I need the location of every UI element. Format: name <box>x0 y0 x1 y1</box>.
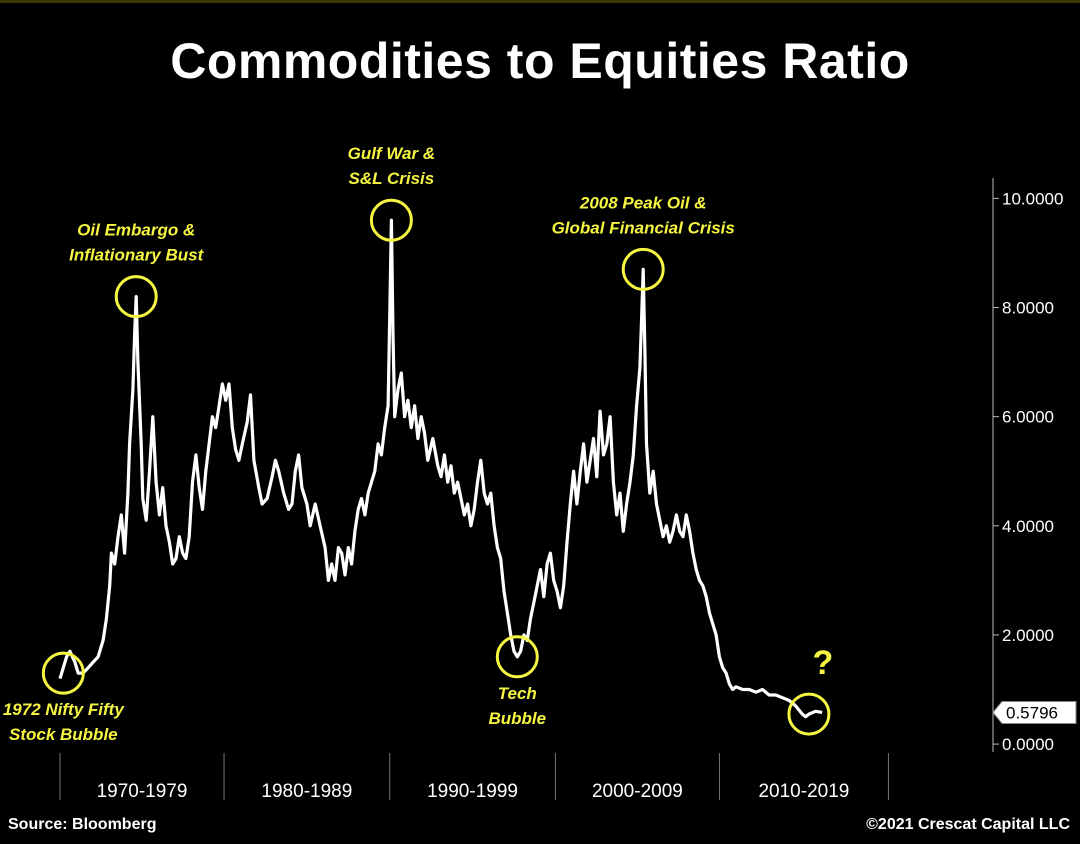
annotation-label: 2008 Peak Oil & <box>579 193 707 212</box>
annotation-label: 1972 Nifty Fifty <box>3 700 125 719</box>
annotation-label: Tech <box>498 684 537 703</box>
y-tick-label: 4.0000 <box>1002 517 1054 536</box>
annotation-label: Gulf War & <box>348 144 436 163</box>
annotation-circle <box>621 247 665 291</box>
last-value-box <box>992 700 1077 724</box>
x-category-label: 2010-2019 <box>758 781 849 802</box>
ratio-series-line <box>58 218 823 719</box>
y-tick-label: 8.0000 <box>1002 299 1054 318</box>
annotation-label: Stock Bubble <box>9 725 118 744</box>
annotation-circle <box>369 198 413 242</box>
y-tick-label: 0.0000 <box>1002 735 1054 754</box>
annotation-label: Bubble <box>488 709 546 728</box>
chart-title: Commodities to Equities Ratio <box>170 33 910 89</box>
y-tick-label: 2.0000 <box>1002 626 1054 645</box>
annotation-label: Global Financial Crisis <box>552 218 735 237</box>
x-category-label: 1990-1999 <box>427 781 518 802</box>
copyright-note: ©2021 Crescat Capital LLC <box>866 816 1070 833</box>
x-category-label: 2000-2009 <box>592 781 683 802</box>
x-category-label: 1980-1989 <box>261 781 352 802</box>
annotation-circle <box>41 651 85 695</box>
last-value-label: 0.5796 <box>1006 703 1058 722</box>
annotation-circle <box>495 635 539 679</box>
annotation-label: Oil Embargo & <box>77 221 195 240</box>
x-category-label: 1970-1979 <box>97 781 188 802</box>
top-border <box>0 0 1080 3</box>
y-tick-label: 6.0000 <box>1002 408 1054 427</box>
source-note: Source: Bloomberg <box>8 816 157 833</box>
annotation-circle <box>787 692 831 736</box>
annotation-label: S&L Crisis <box>349 169 435 188</box>
annotation-label: Inflationary Bust <box>69 246 204 265</box>
annotation-label: ? <box>813 644 834 682</box>
y-tick-label: 10.0000 <box>1002 189 1063 208</box>
annotation-circle <box>114 275 158 319</box>
